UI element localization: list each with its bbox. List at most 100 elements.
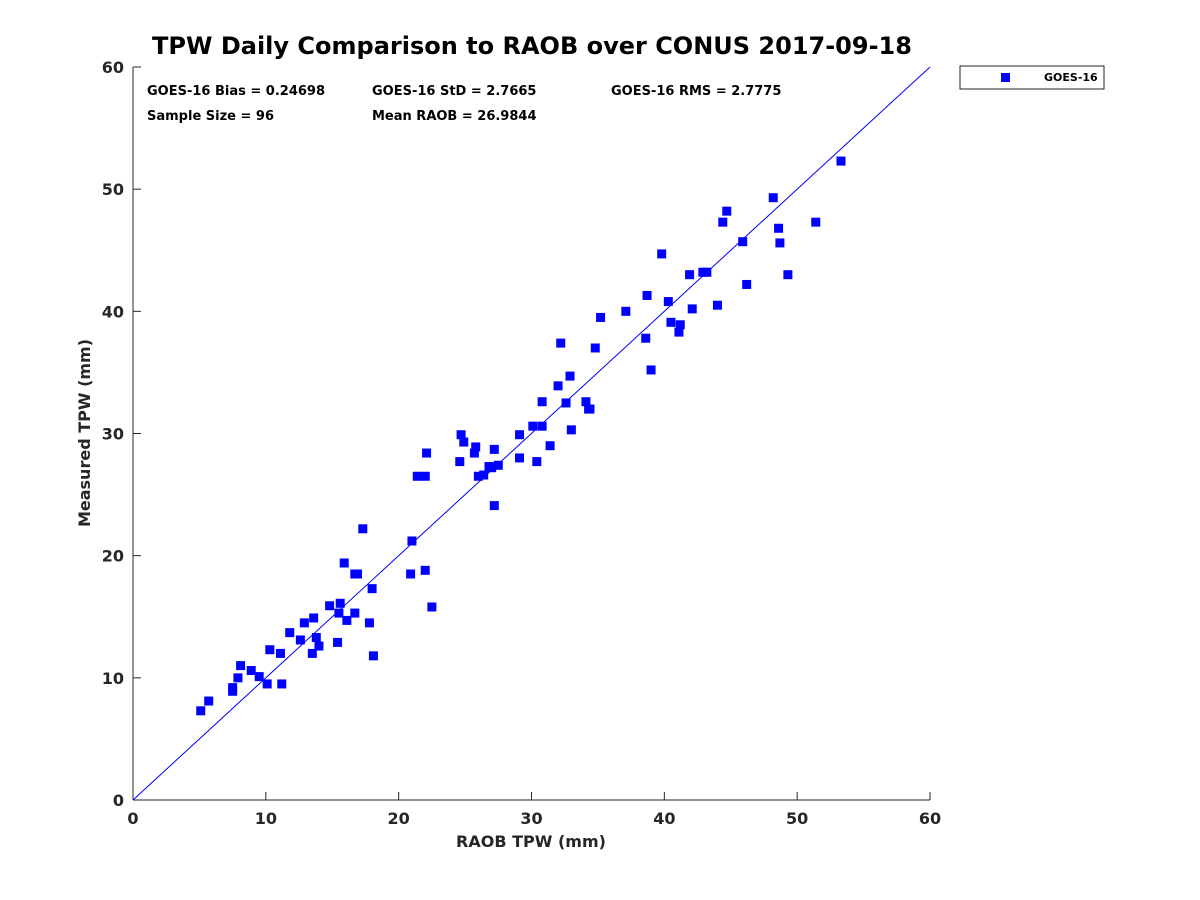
data-point bbox=[427, 602, 437, 612]
x-axis-label: RAOB TPW (mm) bbox=[456, 832, 606, 851]
data-point bbox=[687, 304, 697, 314]
data-point bbox=[768, 193, 778, 203]
data-point bbox=[473, 471, 483, 481]
data-point bbox=[412, 471, 422, 481]
y-tick-label: 40 bbox=[102, 302, 124, 321]
data-point bbox=[545, 441, 555, 451]
data-point bbox=[493, 460, 503, 470]
data-point bbox=[738, 237, 748, 247]
x-tick-label: 60 bbox=[919, 809, 941, 828]
one-to-one-line bbox=[132, 66, 931, 801]
data-point bbox=[722, 206, 732, 216]
reference-line-group bbox=[132, 66, 931, 801]
data-point bbox=[333, 637, 343, 647]
data-point bbox=[335, 598, 345, 608]
data-point bbox=[350, 608, 360, 618]
data-point bbox=[277, 679, 287, 689]
data-point bbox=[774, 223, 784, 233]
data-point bbox=[204, 696, 214, 706]
data-point bbox=[479, 470, 489, 480]
stat-bias: GOES-16 Bias = 0.24698 bbox=[147, 84, 325, 99]
data-point bbox=[581, 397, 591, 407]
data-point bbox=[339, 558, 349, 568]
data-point bbox=[285, 628, 295, 638]
data-point bbox=[295, 635, 305, 645]
data-point bbox=[590, 343, 600, 353]
data-point bbox=[455, 457, 465, 467]
series-goes16-points bbox=[196, 156, 846, 716]
data-point bbox=[663, 297, 673, 307]
x-tick-label: 0 bbox=[127, 809, 138, 828]
data-point bbox=[254, 672, 264, 682]
x-tick-label: 20 bbox=[388, 809, 410, 828]
data-point bbox=[489, 444, 499, 454]
data-point bbox=[585, 404, 595, 414]
data-point bbox=[307, 648, 317, 658]
data-point bbox=[718, 217, 728, 227]
stat-mean-raob: Mean RAOB = 26.9844 bbox=[372, 109, 537, 124]
data-point bbox=[742, 279, 752, 289]
axis-ticks: 0 10 20 30 40 50 60 0 10 20 30 40 50 60 bbox=[102, 58, 941, 828]
data-point bbox=[621, 306, 631, 316]
data-point bbox=[642, 290, 652, 300]
data-point bbox=[299, 618, 309, 628]
data-point bbox=[407, 536, 417, 546]
data-point bbox=[666, 317, 676, 327]
data-point bbox=[489, 501, 499, 511]
data-point bbox=[783, 270, 793, 280]
data-point bbox=[309, 613, 319, 623]
data-point bbox=[262, 679, 272, 689]
data-point bbox=[325, 601, 335, 611]
data-point bbox=[596, 312, 606, 322]
data-point bbox=[471, 442, 481, 452]
data-point bbox=[811, 217, 821, 227]
data-point bbox=[334, 608, 344, 618]
data-point bbox=[364, 618, 374, 628]
data-point bbox=[368, 651, 378, 661]
data-point bbox=[836, 156, 846, 166]
data-point bbox=[314, 641, 324, 651]
data-point bbox=[358, 524, 368, 534]
legend: GOES-16 bbox=[959, 65, 1105, 90]
x-tick-label: 50 bbox=[786, 809, 808, 828]
data-point bbox=[641, 333, 651, 343]
data-point bbox=[275, 648, 285, 658]
data-point bbox=[487, 463, 497, 473]
y-tick-label: 10 bbox=[102, 669, 124, 688]
data-point bbox=[775, 238, 785, 248]
data-point bbox=[515, 430, 525, 440]
y-tick-label: 30 bbox=[102, 425, 124, 444]
data-point bbox=[233, 673, 243, 683]
x-tick-label: 10 bbox=[255, 809, 277, 828]
data-point bbox=[675, 320, 685, 330]
x-tick-label: 40 bbox=[653, 809, 675, 828]
data-point bbox=[196, 706, 206, 716]
data-point bbox=[537, 421, 547, 431]
data-point bbox=[532, 457, 542, 467]
y-tick-label: 20 bbox=[102, 547, 124, 566]
data-point bbox=[469, 448, 479, 458]
y-axis-label: Measured TPW (mm) bbox=[75, 339, 94, 527]
legend-marker-square bbox=[1001, 73, 1010, 82]
data-point bbox=[528, 421, 538, 431]
chart-title: TPW Daily Comparison to RAOB over CONUS … bbox=[152, 32, 912, 60]
legend-box bbox=[959, 65, 1105, 90]
data-point bbox=[459, 437, 469, 447]
data-point bbox=[537, 397, 547, 407]
data-point bbox=[422, 448, 432, 458]
stat-sample-size: Sample Size = 96 bbox=[147, 109, 274, 124]
data-point bbox=[236, 661, 246, 671]
data-point bbox=[712, 300, 722, 310]
data-point bbox=[420, 471, 430, 481]
data-point bbox=[228, 683, 238, 693]
data-point bbox=[420, 565, 430, 575]
stat-rms: GOES-16 RMS = 2.7775 bbox=[611, 84, 781, 99]
data-point bbox=[342, 615, 352, 625]
data-point bbox=[265, 645, 275, 655]
data-point bbox=[685, 270, 695, 280]
data-point bbox=[456, 430, 466, 440]
data-point bbox=[657, 249, 667, 259]
y-tick-label: 60 bbox=[102, 58, 124, 77]
